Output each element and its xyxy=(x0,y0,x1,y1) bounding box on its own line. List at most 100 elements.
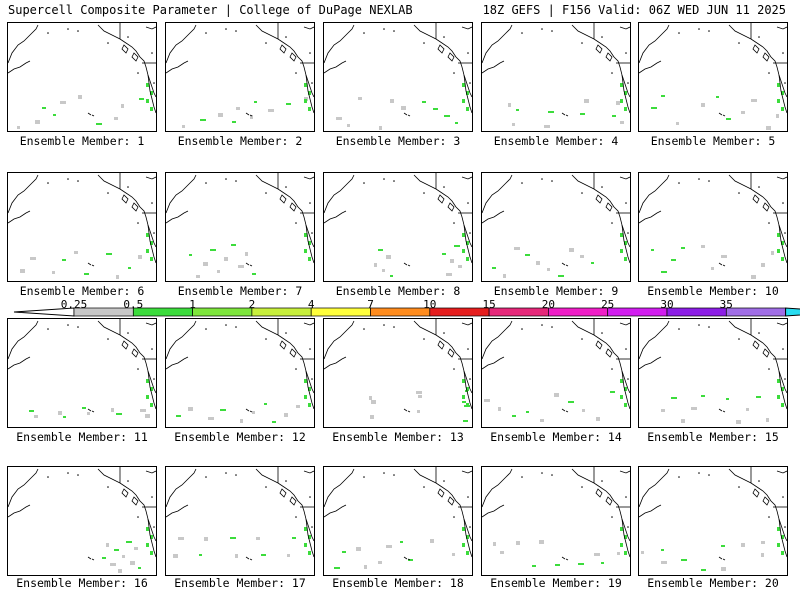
scp-contour-fill xyxy=(624,91,627,95)
coastline xyxy=(87,112,92,116)
island xyxy=(67,28,69,30)
colorbar-tick-label: 7 xyxy=(367,298,374,311)
coastline xyxy=(639,504,662,518)
island xyxy=(127,480,129,482)
scp-contour-fill xyxy=(254,101,257,103)
colorbar-segment xyxy=(666,307,727,317)
scp-contour-fill xyxy=(178,537,184,540)
island xyxy=(782,202,784,204)
coastline xyxy=(147,74,156,114)
scp-contour-fill xyxy=(146,83,149,87)
scp-contour-fill xyxy=(620,249,623,253)
island xyxy=(698,178,700,180)
scp-contour-fill xyxy=(231,244,236,246)
coastline xyxy=(245,556,250,560)
island xyxy=(383,28,385,30)
scp-contour-fill xyxy=(741,543,745,547)
scp-contour-fill xyxy=(624,257,627,261)
island xyxy=(541,178,543,180)
coastline xyxy=(91,558,95,561)
island xyxy=(453,368,455,370)
scp-contour-fill xyxy=(150,535,153,539)
island xyxy=(67,178,69,180)
coastline xyxy=(324,24,355,64)
coastline xyxy=(166,320,197,360)
scp-contour-fill xyxy=(761,541,765,544)
island xyxy=(153,526,155,528)
scp-contour-fill xyxy=(580,255,584,258)
island xyxy=(551,180,553,182)
scp-contour-fill xyxy=(442,253,446,255)
coastline xyxy=(324,320,355,360)
coastline xyxy=(121,340,129,350)
scp-contour-fill xyxy=(620,379,623,383)
island xyxy=(235,180,237,182)
scp-contour-fill xyxy=(681,559,687,561)
island xyxy=(127,36,129,38)
coastline xyxy=(728,24,787,98)
scp-contour-fill xyxy=(416,391,422,394)
scp-contour-fill xyxy=(671,397,677,399)
map-basemap xyxy=(8,319,156,418)
colorbar-segment xyxy=(488,307,549,317)
scp-contour-fill xyxy=(296,405,300,408)
coastline xyxy=(565,558,569,561)
coastline xyxy=(776,176,787,180)
coastline xyxy=(249,114,253,117)
scp-contour-fill xyxy=(516,541,520,545)
scp-contour-fill xyxy=(308,107,311,111)
coastline xyxy=(482,174,513,214)
scp-contour-fill xyxy=(287,554,290,557)
scp-contour-fill xyxy=(624,403,627,407)
scp-contour-fill xyxy=(514,247,520,250)
scp-contour-fill xyxy=(721,567,726,571)
model-run-info: 18Z GEFS | F156 Valid: 06Z WED JUN 11 20… xyxy=(482,3,786,17)
scp-contour-fill xyxy=(304,527,307,531)
scp-contour-fill xyxy=(676,122,679,125)
island xyxy=(225,178,227,180)
coastline xyxy=(255,468,314,542)
scp-contour-fill xyxy=(390,99,394,103)
scp-contour-fill xyxy=(188,407,193,411)
island xyxy=(611,516,613,518)
coastline xyxy=(279,194,287,204)
map-basemap xyxy=(8,467,156,573)
island xyxy=(625,348,627,350)
map-basemap xyxy=(482,467,630,567)
scp-contour-fill xyxy=(252,273,256,275)
coastline xyxy=(619,470,630,474)
ensemble-map-7 xyxy=(165,172,315,282)
coastline xyxy=(778,224,787,264)
scp-contour-fill xyxy=(130,561,135,565)
coastline xyxy=(722,114,726,117)
island xyxy=(363,32,365,34)
island xyxy=(738,486,740,488)
scp-contour-fill xyxy=(150,91,153,95)
scp-contour-fill xyxy=(284,413,288,417)
coastline xyxy=(324,468,355,508)
island xyxy=(285,36,287,38)
scp-contour-fill xyxy=(53,114,56,116)
coastline xyxy=(639,468,670,508)
map-basemap xyxy=(8,23,156,129)
scp-contour-fill xyxy=(721,545,725,547)
scp-contour-fill xyxy=(240,419,243,423)
coastline xyxy=(289,496,297,506)
colorbar-tick-label: 0.5 xyxy=(123,298,144,311)
scp-contour-fill xyxy=(114,117,118,120)
scp-contour-fill xyxy=(386,255,391,259)
coastline xyxy=(131,52,139,62)
coastline xyxy=(97,24,156,98)
coastline xyxy=(482,356,505,370)
island xyxy=(47,328,49,330)
ensemble-member-label: Ensemble Member: 8 xyxy=(335,284,461,298)
scp-contour-fill xyxy=(781,107,784,111)
scp-contour-fill xyxy=(781,551,784,555)
coastline xyxy=(255,174,314,248)
island xyxy=(678,476,680,478)
coastline xyxy=(8,24,39,64)
coastline xyxy=(722,410,726,413)
island xyxy=(127,186,129,188)
ensemble-member-label: Ensemble Member: 2 xyxy=(177,134,303,148)
coastline xyxy=(166,174,197,214)
